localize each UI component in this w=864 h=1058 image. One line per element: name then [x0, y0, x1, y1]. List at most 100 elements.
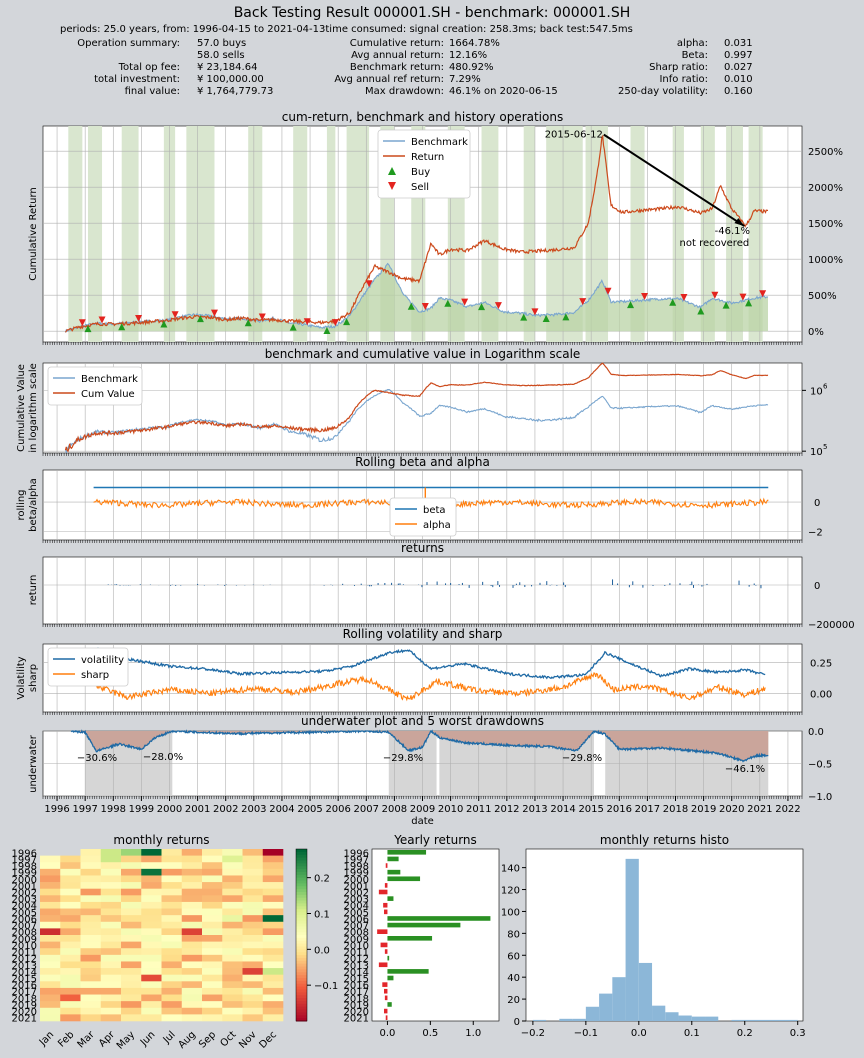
- heatmap-cell: [60, 908, 81, 916]
- yearly-row-label: 2019: [344, 1000, 369, 1011]
- heatmap-cell: [242, 954, 264, 962]
- ytick-label: 60: [507, 951, 520, 962]
- heatmap-cell: [40, 1014, 61, 1022]
- yearly-bar: [384, 1008, 388, 1014]
- heatmap-cell: [222, 961, 243, 969]
- xtick-label: 2004: [269, 804, 294, 815]
- heatmap-cell: [80, 961, 102, 969]
- summary-value: 0.997: [724, 50, 753, 61]
- heatmap-cell: [242, 961, 264, 969]
- heatmap-cell: [100, 987, 122, 995]
- summary-value: ¥ 23,184.64: [197, 62, 258, 73]
- yearly-bar: [387, 896, 394, 901]
- heatmap-cell: [181, 935, 203, 942]
- buy-marker: [478, 303, 486, 311]
- yearly-bar: [378, 889, 388, 895]
- heatmap-cell: [262, 875, 284, 883]
- heatmap-cell: [222, 941, 243, 949]
- histogram-bar: [744, 1019, 758, 1021]
- histogram-bar: [638, 962, 653, 1021]
- heatmap-cell: [121, 1014, 142, 1022]
- sell-marker: [171, 311, 179, 319]
- colorbar-segment: [296, 1012, 307, 1016]
- heatmap-cell: [40, 895, 61, 903]
- heatmap-col-label: Aug: [176, 1029, 198, 1051]
- heatmap-cell: [100, 862, 122, 870]
- heatmap-row-label: 2009: [12, 934, 37, 945]
- heatmap-cell: [141, 974, 162, 982]
- heatmap-cell: [202, 974, 223, 982]
- heatmap-cell: [60, 921, 81, 929]
- heatmap-cell: [40, 1007, 61, 1015]
- heatmap-cell: [60, 855, 81, 863]
- heatmap-cell: [242, 868, 264, 876]
- heatmap-row-label: 2013: [12, 961, 37, 972]
- panel-title: returns: [401, 541, 444, 555]
- underwater-line: [70, 729, 769, 763]
- heatmap-cell: [100, 941, 122, 949]
- yearly-row-label: 1996: [344, 848, 369, 859]
- heatmap-cell: [181, 875, 203, 883]
- heatmap-cell: [121, 862, 142, 870]
- holding-span: [293, 126, 308, 342]
- summary-value: 0.027: [724, 62, 753, 73]
- yearly-row-label: 2018: [344, 994, 369, 1005]
- sell-marker: [494, 302, 502, 310]
- heatmap-cell: [262, 987, 284, 995]
- heatmap-cell: [222, 1001, 243, 1009]
- colorbar-segment: [296, 992, 307, 996]
- heatmap-cell: [100, 882, 122, 889]
- heatmap-cell: [80, 895, 102, 903]
- heatmap-cell: [80, 888, 102, 896]
- heatmap-cell: [161, 882, 183, 889]
- colorbar-label: 0.2: [314, 874, 330, 885]
- heatmap-cell: [141, 1001, 162, 1009]
- colorbar-segment: [296, 909, 307, 913]
- heatmap-cell: [80, 849, 102, 856]
- heatmap-cell: [60, 862, 81, 870]
- heatmap-cell: [40, 888, 61, 896]
- heatmap-cell: [121, 935, 142, 942]
- heatmap-cell: [262, 908, 284, 916]
- ytick-exp: 6: [823, 382, 828, 390]
- yearly-row-label: 2010: [344, 941, 369, 952]
- heatmap-cell: [40, 981, 61, 989]
- heatmap-cell: [202, 895, 223, 903]
- buy-marker: [323, 327, 331, 335]
- buy-marker: [542, 314, 550, 322]
- yearly-row-label: 2006: [344, 914, 369, 925]
- heatmap-cell: [60, 882, 81, 889]
- yearly-bar: [387, 869, 401, 875]
- legend-marker: [388, 167, 396, 175]
- yearly-row-label: 2016: [344, 981, 369, 992]
- histogram-bar: [665, 1012, 679, 1021]
- xtick-label: 2013: [522, 804, 547, 815]
- heatmap-cell: [121, 961, 142, 969]
- heatmap-cell: [181, 849, 203, 856]
- legend-label: volatility: [81, 655, 124, 666]
- holding-span: [546, 126, 583, 342]
- heatmap-cell: [262, 954, 284, 962]
- xtick-label: 1.0: [465, 1028, 481, 1039]
- colorbar-segment: [296, 903, 307, 907]
- heatmap-cell: [141, 941, 162, 949]
- heatmap-cell: [80, 974, 102, 982]
- heatmap-cell: [80, 935, 102, 942]
- heatmap-cell: [222, 1007, 243, 1015]
- summary-label: alpha:: [676, 38, 708, 49]
- heatmap-cell: [242, 921, 264, 929]
- colorbar-segment: [296, 1006, 307, 1011]
- ytick-label: 0.0: [808, 727, 824, 738]
- colorbar-segment: [296, 998, 307, 1002]
- summary-label: Operation summary:: [77, 38, 180, 49]
- heatmap-cell: [161, 849, 183, 856]
- summary-value: 0.010: [724, 74, 753, 85]
- yearly-bar: [384, 995, 388, 1001]
- heatmap-cell: [80, 908, 102, 916]
- heatmap-cell: [242, 928, 264, 936]
- legend-label: beta: [423, 505, 446, 516]
- colorbar-label: 0.0: [314, 945, 330, 956]
- colorbar-segment: [296, 854, 307, 859]
- colorbar-segment: [296, 863, 307, 867]
